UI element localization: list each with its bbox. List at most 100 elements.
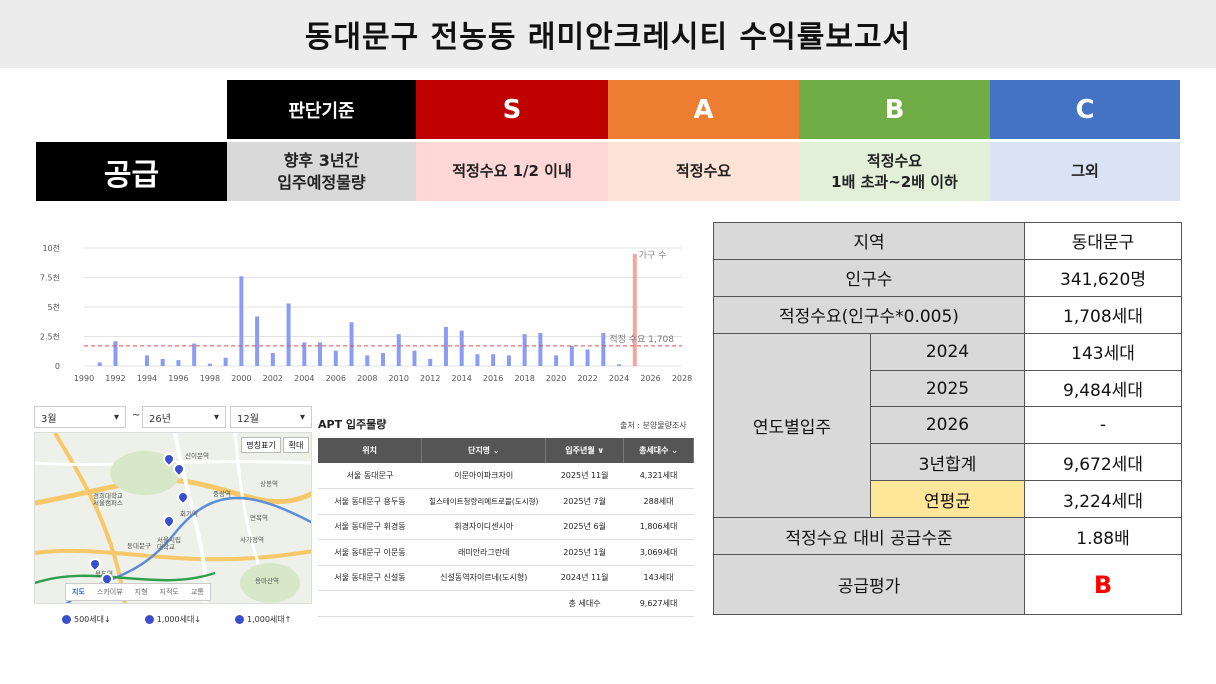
x-tick-label: 2000 [231,374,251,383]
col-units[interactable]: 총세대수 ⌄ [623,438,694,463]
bar [192,343,197,366]
map-name-toggle-button[interactable]: 명칭표기 [241,437,281,453]
x-tick-label: 2018 [514,374,534,383]
bar [333,350,338,366]
map-place-label: 경희대학교 서울캠퍼스 [93,492,123,508]
bar [412,350,417,366]
bar [349,322,354,366]
map-place-label: 중랑역 [213,490,231,498]
bar [223,357,228,366]
summary-row-average: 연평균 3,224세대 [714,480,1182,519]
bar [585,349,590,366]
bar [160,358,165,366]
bar [554,355,559,366]
summary-table: 지역 동대문구 인구수 341,620명 적정수요(인구수*0.005) 1,7… [713,222,1182,616]
map-place-label: 신이문역 [185,452,209,460]
y-tick-label: 10천 [42,243,60,253]
x-tick-label: 2006 [326,374,346,383]
map-legend: 500세대↓ 1,000세대↓ 1,000세대↑ [62,614,291,625]
bar [428,358,433,366]
y-tick-label: 2.5천 [40,332,60,342]
x-tick-label: 2008 [357,374,377,383]
bar [601,332,606,366]
criteria-cell-b: 적정수요 1배 초과~2배 이하 [799,142,990,201]
from-month-select[interactable]: 3월 ▾ [34,406,126,428]
bar [270,353,275,366]
table-row: 서울 동대문구 용두동 힐스테이트청량리메트로블(도시형) 2025년 7월 288세… [318,488,694,515]
x-tick-label: 2002 [263,374,283,383]
x-tick-label: 1996 [168,374,188,383]
to-year-select[interactable]: 26년 ▾ [142,406,226,428]
supply-grade: B [1024,554,1182,616]
y-tick-label: 0 [55,362,60,371]
criteria-header-label: 판단기준 [227,80,416,139]
x-tick-label: 1992 [105,374,125,383]
title-bar: 동대문구 전농동 래미안크레시티 수익률보고서 [0,0,1216,68]
x-tick-label: 2012 [420,374,440,383]
table-row: 서울 동대문구 이문동 래미안라그란데 2025년 1월 3,069세대 [318,539,694,566]
bar [381,353,385,366]
map-zoom-button[interactable]: 확대 [283,437,309,453]
tab-terrain[interactable]: 지형 [134,588,148,596]
x-tick-label: 1998 [200,374,220,383]
range-tilde: ~ [132,410,141,421]
bar [286,303,291,366]
bar [318,342,323,366]
bar [302,342,307,366]
map-pin-icon [144,615,154,624]
summary-row-year: 2026 - [714,406,1182,445]
summary-row-population: 인구수 341,620명 [713,258,1182,297]
x-tick-label: 2010 [389,374,409,383]
criteria-row-basis: 향후 3년간 입주예정물량 [227,142,416,201]
bar [97,362,102,366]
bar [475,354,480,366]
x-tick-label: 2024 [609,374,629,383]
col-complex[interactable]: 단지명 ⌄ [421,438,547,463]
bar [443,327,448,366]
chart-annotation: 가구 수 [639,250,667,261]
col-move-in[interactable]: 입주년월 ∨ [545,438,625,463]
tab-map[interactable]: 지도 [72,588,85,596]
criteria-row-title: 공급 [36,142,227,201]
apt-table: 위치 단지명 ⌄ 입주년월 ∨ 총세대수 ⌄ 서울 동대문구 이문아이파크자이 20… [318,438,694,617]
tab-traffic[interactable]: 교통 [190,588,204,596]
x-tick-label: 2022 [577,374,597,383]
summary-row-year: 연도별입주 2024 143세대 [713,332,1182,519]
table-row: 서울 동대문구 이문아이파크자이 2025년 11월 4,321세대 [318,463,694,489]
col-location[interactable]: 위치 [318,438,423,463]
supply-chart: 0 2.5천 5천 7.5천 10천 적정 수요 1,708 가구 수 1990 1992 199… [34,236,694,386]
x-tick-label: 1990 [74,374,94,383]
grade-s-header: S [416,80,608,139]
bar [113,341,118,366]
map-place-label: 사가정역 [240,536,264,544]
map-place-label: 동대문구 [127,542,151,550]
apt-source: 출처 : 분양물량조사 [620,421,687,430]
bar [491,354,496,366]
to-month-select[interactable]: 12월 ▾ [230,406,312,428]
x-tick-label: 2016 [483,374,503,383]
map-place-label: 서울시립 대학교 [157,536,181,552]
bar [239,276,244,366]
grade-c-header: C [990,80,1180,139]
map-place-label: 회기역 [180,510,198,518]
tab-skyview[interactable]: 스카이뷰 [96,588,123,596]
map-place-label: 면목역 [250,514,268,522]
chevron-down-icon: ▾ [213,411,219,423]
map-pin-icon [62,615,71,624]
bar [459,330,464,366]
apt-table-title: APT 입주물량 [318,418,387,431]
map-place-label: 용마산역 [255,577,279,585]
tab-cadastral[interactable]: 지적도 [159,588,179,596]
total-value: 9,627세대 [623,590,694,617]
bar [506,355,511,366]
table-row: 서울 동대문구 휘경동 휘경자이디센시아 2025년 6월 1,806세대 [318,514,694,540]
reference-line-label: 적정 수요 1,708 [609,333,674,345]
x-tick-label: 2020 [546,374,566,383]
total-label: 총 세대수 [545,590,624,617]
map-pin-icon [235,615,245,624]
x-tick-label: 2028 [672,374,692,383]
bar [144,355,149,366]
